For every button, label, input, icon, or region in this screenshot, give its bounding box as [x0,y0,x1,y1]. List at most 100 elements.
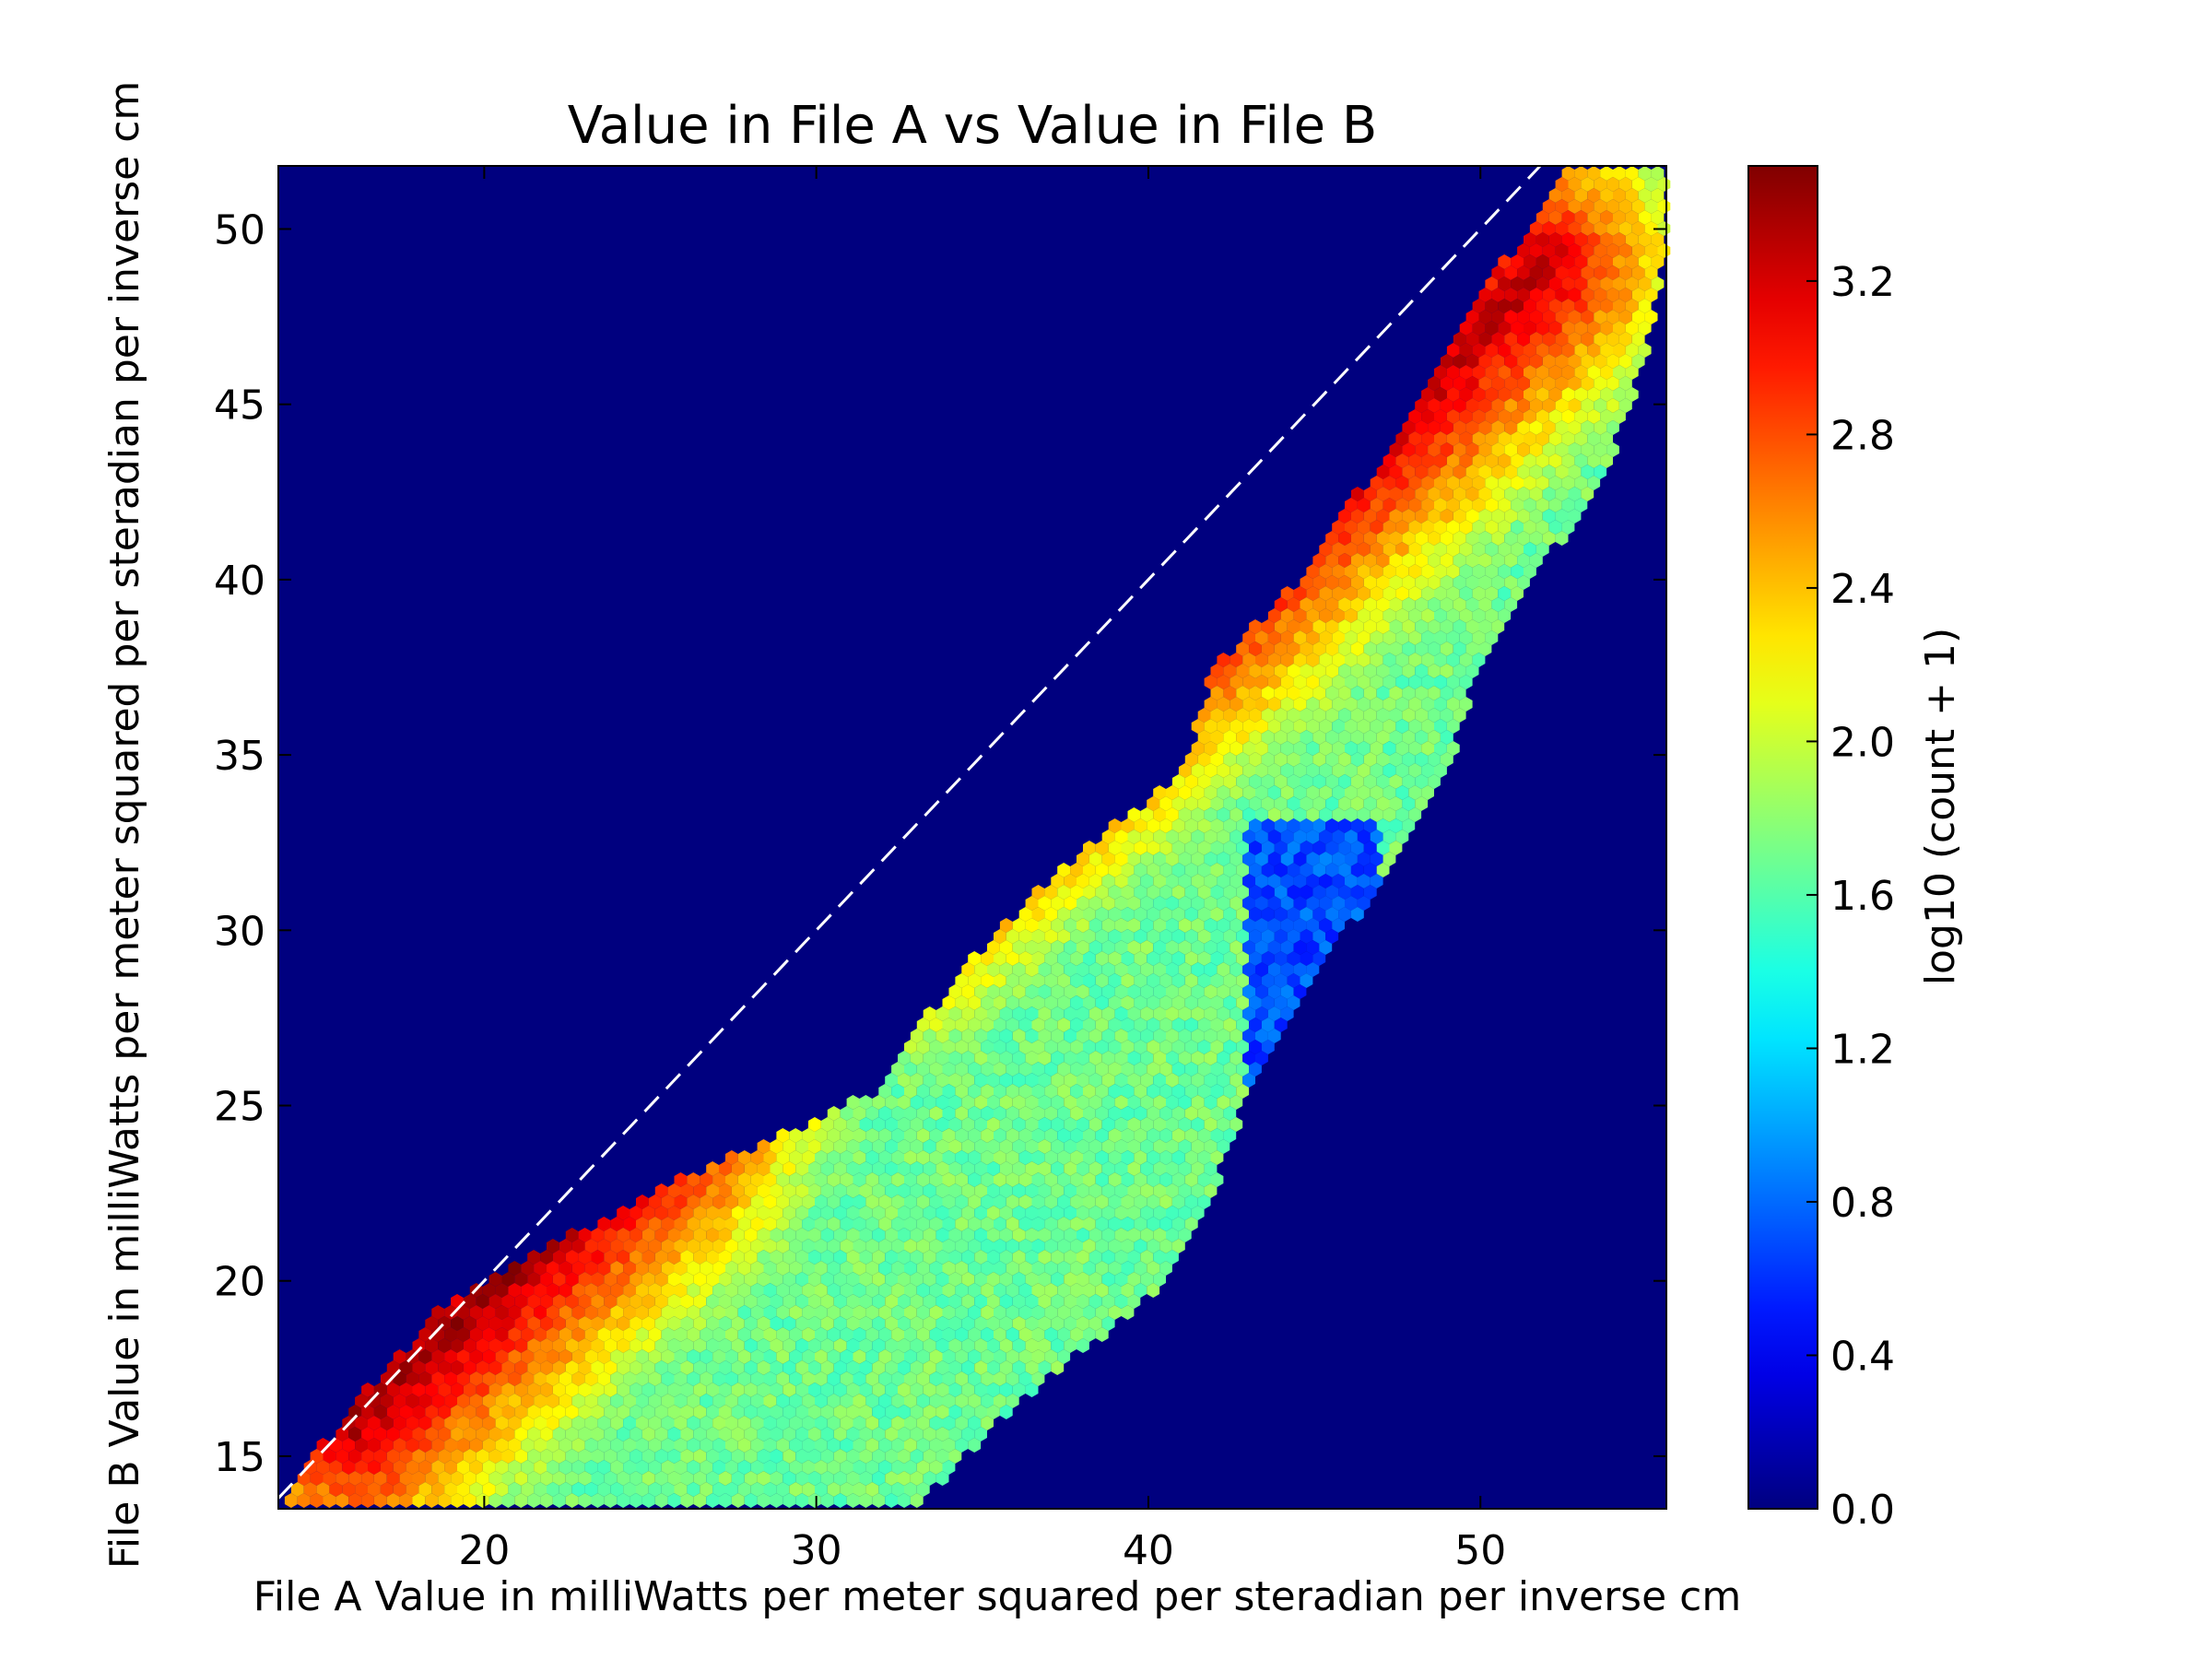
hex-cell [584,1239,598,1253]
hex-cell [1618,177,1632,192]
hex-cell [1018,1106,1032,1121]
hex-cell [1440,664,1453,678]
hex-cell [1370,653,1383,667]
hex-cell [1376,863,1390,877]
hex-cell [303,1482,317,1497]
hex-cell [1319,586,1333,601]
hex-cell [731,1250,745,1265]
hex-cell [1101,918,1115,933]
hex-cell [706,1272,719,1287]
hex-cell [1574,431,1588,446]
hex-cell [674,1239,688,1253]
hex-cell [981,1150,994,1165]
hex-cell [1511,299,1524,313]
hex-cell [827,1217,841,1231]
hex-cell [355,1394,368,1408]
hex-cell [1402,730,1416,745]
hex-cell [700,1438,713,1453]
hex-cell [1357,807,1371,822]
hex-cell [1114,1183,1128,1198]
hex-cell [820,1228,834,1242]
hex-cell [438,1427,452,1441]
hex-cell [994,1018,1006,1032]
hex-cell [1280,785,1294,800]
hex-cell [1230,962,1243,977]
hex-cell [1421,476,1434,490]
hex-cell [1280,653,1294,667]
hex-cell [1472,498,1486,512]
hex-cell [1345,542,1358,557]
hex-cell [361,1427,374,1441]
hex-cell [1088,1095,1102,1110]
hex-cell [776,1239,790,1253]
hex-cell [1159,1150,1172,1165]
hex-cell [1625,210,1639,225]
hex-cell [808,1183,821,1198]
hex-cell [1025,1338,1039,1353]
hex-cell [770,1316,783,1331]
hex-cell [1274,641,1288,656]
hex-cell [935,1360,949,1375]
hex-cell [1057,973,1071,988]
hex-cell [700,1349,713,1364]
x-tick-label: 20 [458,1527,510,1574]
hex-cell [1134,1084,1147,1099]
hex-cell [878,1460,892,1475]
hex-cell [1574,254,1588,269]
hex-cell [719,1250,732,1265]
hex-cell [1389,708,1403,723]
hex-cell [565,1449,579,1464]
hex-cell [1184,1040,1198,1054]
hex-cell [999,1250,1013,1265]
hex-cell [776,1194,790,1209]
hex-cell [1529,288,1543,302]
hex-cell [636,1460,649,1475]
hex-cell [1446,697,1460,712]
hex-cell [1255,741,1268,756]
hex-cell [1249,752,1262,767]
hex-cell [859,1161,873,1176]
hex-cell [623,1239,636,1253]
hex-cell [1581,487,1594,501]
hex-cell [795,1161,808,1176]
hex-cell [565,1360,579,1375]
hex-cell [1357,874,1371,888]
hex-cell [1267,763,1281,778]
hex-cell [1095,973,1109,988]
hex-cell [1147,1239,1160,1253]
hex-cell [648,1349,662,1364]
hex-cell [1210,708,1224,723]
hex-cell [451,1493,464,1508]
hex-cell [955,1327,969,1342]
hex-cell [1006,1040,1019,1054]
hex-cell [1101,1228,1115,1242]
hex-cell [1631,243,1645,258]
hex-cell [1031,1106,1045,1121]
hex-cell [1350,730,1364,745]
hex-cell [859,1228,873,1242]
hex-cell [1428,553,1441,568]
hex-cell [1498,387,1512,402]
hex-cell [1446,542,1460,557]
hex-cell [712,1438,725,1453]
hex-cell [929,1194,943,1209]
hex-cell [865,1128,879,1143]
hex-cell [1038,1228,1052,1242]
hex-cell [680,1493,694,1508]
hex-cell [872,1228,886,1242]
hex-cell [1548,520,1562,535]
hex-cell [540,1449,553,1464]
hex-cell [1230,896,1243,911]
hex-cell [431,1394,445,1408]
hex-cell [1306,852,1320,866]
hex-cell [1249,995,1262,1010]
hex-cell [1555,310,1569,324]
hex-cell [1415,619,1429,634]
hex-cell [1415,686,1429,700]
hex-cell [955,1305,969,1320]
hex-cell [929,1283,943,1298]
hex-cell [1535,232,1549,247]
hex-cell [942,1106,956,1121]
hex-cell [368,1482,381,1497]
hex-cell [1631,199,1645,214]
